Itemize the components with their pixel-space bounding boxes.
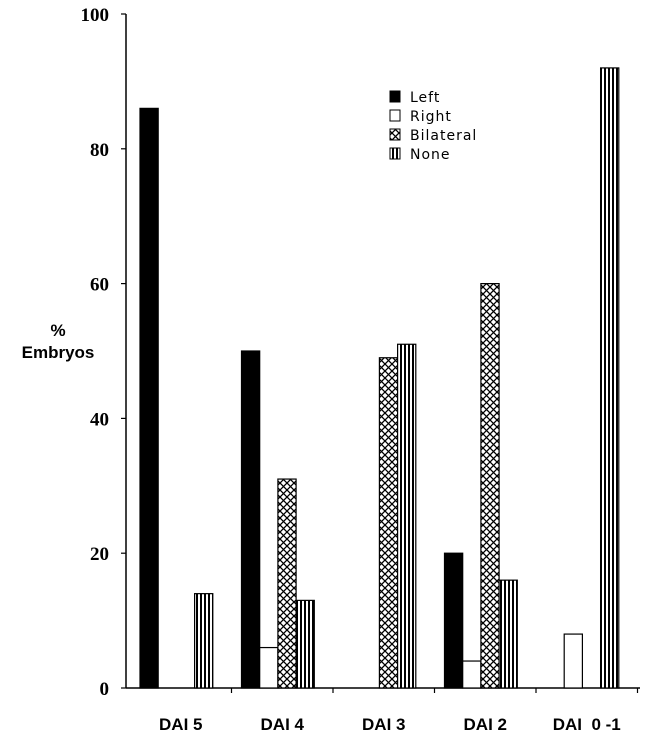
y-tick-label: 60 <box>90 275 109 296</box>
x-category-label: DAI 4 <box>261 715 305 734</box>
bar-none <box>295 599 315 689</box>
legend-swatch-none <box>389 147 401 160</box>
bar-left <box>240 350 261 689</box>
bar-left <box>443 552 464 689</box>
bar-bilateral <box>277 478 297 689</box>
bar-none <box>397 343 417 689</box>
x-category-label: DAI 0 -1 <box>553 715 621 734</box>
y-axis-label: % <box>50 321 65 340</box>
legend-swatch-bilateral <box>389 128 401 141</box>
legend-label: Bilateral <box>410 128 477 144</box>
bar-right <box>563 633 584 689</box>
bar-none <box>599 67 620 689</box>
y-tick-label: 80 <box>90 140 109 161</box>
y-tick-label: 100 <box>81 5 110 26</box>
bar-right <box>462 660 482 689</box>
bar-none <box>498 579 518 689</box>
legend-label: Left <box>410 90 440 106</box>
bar-left <box>139 107 159 689</box>
y-tick-label: 0 <box>100 679 110 700</box>
bar-none <box>194 593 214 689</box>
y-axis-label: Embryos <box>22 343 95 362</box>
legend-label: Right <box>410 109 452 125</box>
legend-swatch-right <box>389 109 401 122</box>
bar-bilateral <box>480 283 500 689</box>
y-tick-label: 40 <box>90 409 109 430</box>
legend: Left Right Bilateral None <box>389 90 477 163</box>
x-category-label: DAI 5 <box>159 715 202 734</box>
bars <box>139 67 620 689</box>
bar-bilateral <box>378 357 399 689</box>
y-tick-label: 20 <box>90 544 109 565</box>
legend-swatch-left <box>389 90 401 103</box>
labels: 0 20 40 60 80 100 DAI 5 DAI 4 DAI 3 DAI 2 DAI 0 -1… <box>22 5 621 734</box>
x-category-label: DAI 2 <box>464 715 507 734</box>
bar-right <box>259 646 279 689</box>
x-category-label: DAI 3 <box>362 715 405 734</box>
legend-label: None <box>410 147 451 163</box>
